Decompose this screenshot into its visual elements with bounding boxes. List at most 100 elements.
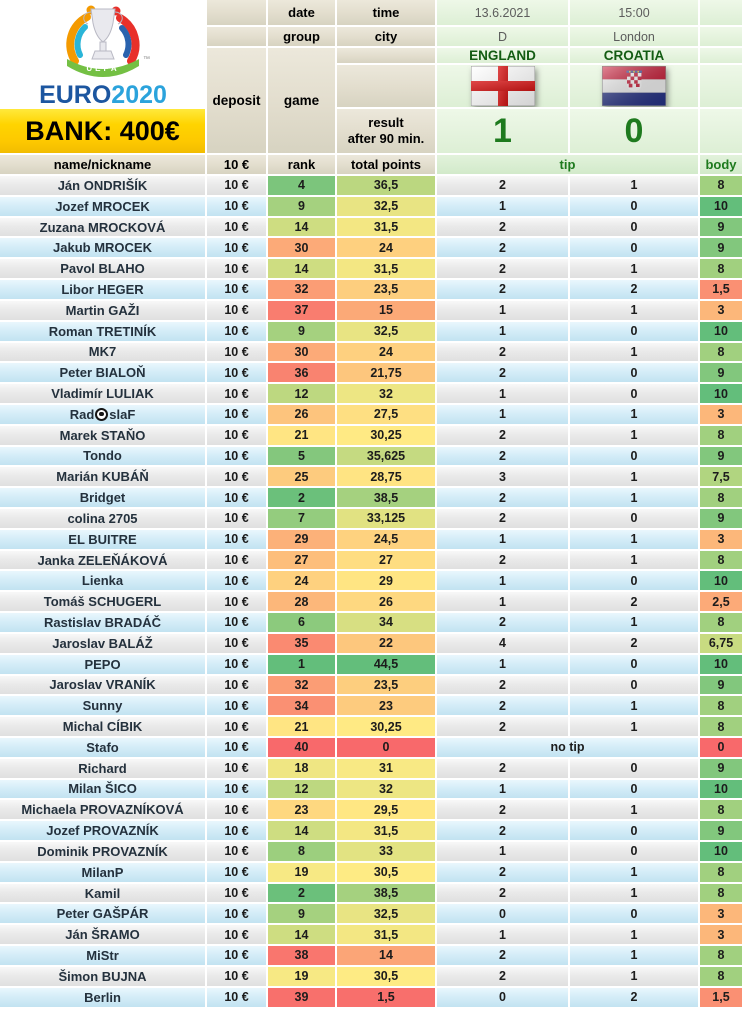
time-label[interactable]: time: [337, 0, 437, 27]
tip-home-cell[interactable]: 2: [437, 717, 570, 738]
tip-home-cell[interactable]: 4: [437, 633, 570, 655]
rank-cell[interactable]: 6: [268, 613, 337, 634]
tip-away-cell[interactable]: 1: [570, 696, 700, 718]
tip-home-cell[interactable]: 1: [437, 196, 570, 218]
column-header-deposit[interactable]: 10 €: [207, 155, 268, 176]
tip-home-cell[interactable]: 2: [437, 363, 570, 385]
body-points-cell[interactable]: 9: [700, 217, 744, 239]
body-points-cell[interactable]: 10: [700, 842, 744, 863]
tip-home-cell[interactable]: 2: [437, 446, 570, 468]
rank-cell[interactable]: 40: [268, 737, 337, 759]
deposit-cell[interactable]: 10 €: [207, 613, 268, 634]
body-points-cell[interactable]: 1,5: [700, 987, 744, 1009]
tip-away-cell[interactable]: 0: [570, 779, 700, 801]
tip-home-cell[interactable]: 1: [437, 925, 570, 947]
rank-cell[interactable]: 2: [268, 488, 337, 509]
rank-cell[interactable]: 28: [268, 592, 337, 614]
tip-away-cell[interactable]: 0: [570, 654, 700, 676]
deposit-cell[interactable]: 10 €: [207, 779, 268, 801]
home-score[interactable]: 1: [437, 109, 570, 155]
rank-cell[interactable]: 18: [268, 758, 337, 780]
rank-cell[interactable]: 38: [268, 946, 337, 967]
player-name-cell[interactable]: PEPO: [0, 654, 207, 676]
tip-away-cell[interactable]: 1: [570, 883, 700, 905]
rank-cell[interactable]: 5: [268, 446, 337, 468]
rank-cell[interactable]: 14: [268, 821, 337, 842]
body-points-cell[interactable]: 9: [700, 509, 744, 530]
body-points-cell[interactable]: 6,75: [700, 633, 744, 655]
deposit-cell[interactable]: 10 €: [207, 633, 268, 655]
rank-cell[interactable]: 37: [268, 300, 337, 322]
tip-away-cell[interactable]: 1: [570, 529, 700, 551]
player-name-cell[interactable]: Jozef MROCEK: [0, 196, 207, 218]
rank-cell[interactable]: 9: [268, 196, 337, 218]
body-points-cell[interactable]: 8: [700, 946, 744, 967]
deposit-cell[interactable]: 10 €: [207, 196, 268, 218]
tip-home-cell[interactable]: 1: [437, 592, 570, 614]
deposit-cell[interactable]: 10 €: [207, 592, 268, 614]
tip-away-cell[interactable]: 0: [570, 842, 700, 863]
points-cell[interactable]: 38,5: [337, 883, 437, 905]
body-points-cell[interactable]: 3: [700, 404, 744, 426]
points-cell[interactable]: 31,5: [337, 259, 437, 281]
points-cell[interactable]: 23,5: [337, 280, 437, 301]
away-team-name[interactable]: CROATIA: [570, 48, 700, 65]
rank-cell[interactable]: 23: [268, 800, 337, 822]
rank-cell[interactable]: 30: [268, 238, 337, 260]
body-points-cell[interactable]: 9: [700, 675, 744, 697]
body-points-cell[interactable]: 3: [700, 925, 744, 947]
player-name-cell[interactable]: Roman TRETINÍK: [0, 321, 207, 343]
body-points-cell[interactable]: 10: [700, 779, 744, 801]
points-cell[interactable]: 32: [337, 384, 437, 405]
tip-away-cell[interactable]: 1: [570, 717, 700, 738]
tip-away-cell[interactable]: 1: [570, 300, 700, 322]
rank-cell[interactable]: 39: [268, 987, 337, 1009]
rank-cell[interactable]: 9: [268, 321, 337, 343]
points-cell[interactable]: 32,5: [337, 904, 437, 926]
tip-away-cell[interactable]: 0: [570, 509, 700, 530]
empty-cell[interactable]: [700, 0, 744, 27]
deposit-cell[interactable]: 10 €: [207, 675, 268, 697]
tip-home-cell[interactable]: 1: [437, 321, 570, 343]
points-cell[interactable]: 32,5: [337, 321, 437, 343]
body-points-cell[interactable]: 8: [700, 696, 744, 718]
player-name-cell[interactable]: Michal CÍBIK: [0, 717, 207, 738]
column-header-tip[interactable]: tip: [437, 155, 700, 176]
player-name-cell[interactable]: Jaroslav VRANÍK: [0, 675, 207, 697]
tip-away-cell[interactable]: 1: [570, 467, 700, 489]
points-cell[interactable]: 36,5: [337, 176, 437, 197]
rank-cell[interactable]: 4: [268, 176, 337, 197]
tip-away-cell[interactable]: 1: [570, 862, 700, 884]
tip-home-cell[interactable]: 2: [437, 425, 570, 447]
rank-cell[interactable]: 26: [268, 404, 337, 426]
player-name-cell[interactable]: Richard: [0, 758, 207, 780]
player-name-cell[interactable]: Rad slaF: [0, 404, 207, 426]
home-team-name[interactable]: ENGLAND: [437, 48, 570, 65]
points-cell[interactable]: 14: [337, 946, 437, 967]
points-cell[interactable]: 38,5: [337, 488, 437, 509]
player-name-cell[interactable]: Marián KUBÁŇ: [0, 467, 207, 489]
game-label[interactable]: game: [268, 48, 337, 155]
player-name-cell[interactable]: Peter GAŠPÁR: [0, 904, 207, 926]
player-name-cell[interactable]: Milan ŠICO: [0, 779, 207, 801]
tip-home-cell[interactable]: 2: [437, 238, 570, 260]
player-name-cell[interactable]: Berlin: [0, 987, 207, 1009]
body-points-cell[interactable]: 8: [700, 259, 744, 281]
empty-cell[interactable]: [207, 27, 268, 48]
points-cell[interactable]: 30,25: [337, 425, 437, 447]
player-name-cell[interactable]: Janka ZELEŇÁKOVÁ: [0, 550, 207, 572]
body-points-cell[interactable]: 1,5: [700, 280, 744, 301]
points-cell[interactable]: 31,5: [337, 925, 437, 947]
rank-cell[interactable]: 14: [268, 259, 337, 281]
rank-cell[interactable]: 14: [268, 217, 337, 239]
deposit-cell[interactable]: 10 €: [207, 758, 268, 780]
body-points-cell[interactable]: 8: [700, 862, 744, 884]
player-name-cell[interactable]: Tomáš SCHUGERL: [0, 592, 207, 614]
rank-cell[interactable]: 35: [268, 633, 337, 655]
date-label[interactable]: date: [268, 0, 337, 27]
deposit-cell[interactable]: 10 €: [207, 925, 268, 947]
points-cell[interactable]: 32,5: [337, 196, 437, 218]
rank-cell[interactable]: 32: [268, 675, 337, 697]
deposit-cell[interactable]: 10 €: [207, 987, 268, 1009]
rank-cell[interactable]: 29: [268, 529, 337, 551]
